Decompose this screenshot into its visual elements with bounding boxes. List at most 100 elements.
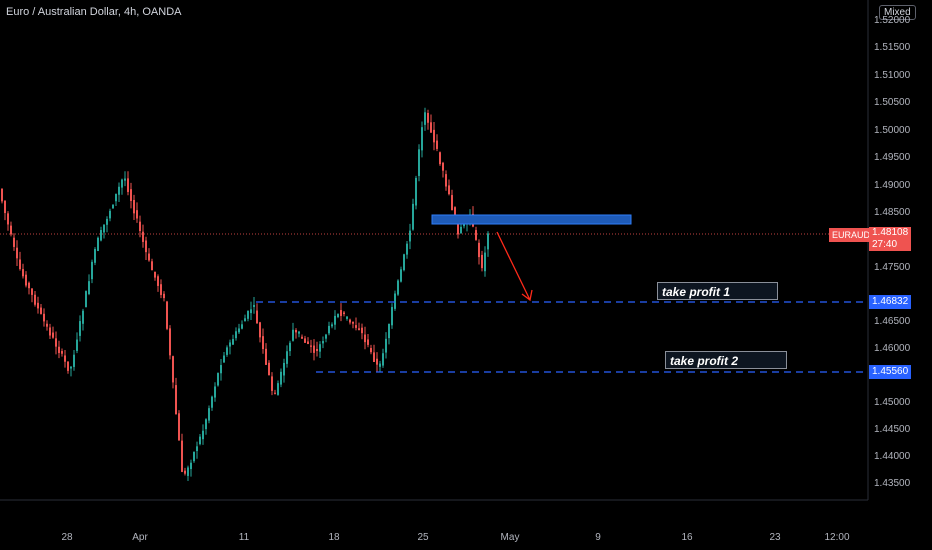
price-tick: 1.47500 [874, 262, 911, 273]
candle-body [43, 313, 45, 322]
candle-body [376, 358, 378, 365]
candle-body [340, 310, 342, 316]
candle-body [223, 355, 225, 363]
candle-body [235, 331, 237, 339]
candle-body [238, 328, 240, 333]
candle-body [364, 334, 366, 343]
price-tick: 1.51500 [874, 42, 911, 53]
candle-body [328, 325, 330, 334]
candle-body [289, 342, 291, 352]
candle-body [358, 328, 360, 331]
candle-body [250, 309, 252, 314]
candle-body [166, 301, 168, 329]
date-tick: 28 [61, 532, 73, 543]
candle-body [460, 226, 462, 234]
candle-body [316, 349, 318, 352]
symbol-title[interactable]: Euro / Australian Dollar, 4h, OANDA [6, 6, 182, 18]
candle-body [253, 305, 255, 308]
candle-body [334, 315, 336, 325]
candle-body [241, 324, 243, 329]
candle-body [475, 230, 477, 240]
price-tick: 1.46500 [874, 316, 911, 327]
candle-body [271, 376, 273, 391]
candle-body [112, 204, 114, 209]
candle-body [451, 195, 453, 211]
candle-body [79, 321, 81, 336]
candle-body [25, 274, 27, 286]
candle-body [214, 386, 216, 398]
candle-body [127, 178, 129, 192]
date-tick: 12:00 [824, 532, 850, 543]
candle-body [7, 213, 9, 225]
candle-body [217, 373, 219, 386]
candle-body [295, 329, 297, 333]
price-tick: 1.49000 [874, 180, 911, 191]
candle-body [10, 225, 12, 235]
candle-body [373, 352, 375, 363]
candle-body [28, 282, 30, 289]
candle-body [109, 210, 111, 219]
candle-body [379, 363, 381, 367]
candle-body [145, 240, 147, 253]
candle-body [226, 347, 228, 355]
candle-body [169, 328, 171, 356]
candle-body [34, 294, 36, 305]
candle-body [385, 338, 387, 353]
candle-body [178, 413, 180, 441]
candle-body [160, 284, 162, 295]
candle-body [244, 318, 246, 322]
candle-body [67, 361, 69, 371]
candle-body [478, 242, 480, 258]
take-profit-1-label[interactable]: take profit 1 [657, 282, 778, 300]
scale-mode-button[interactable]: Mixed [879, 5, 916, 20]
candle-body [46, 323, 48, 327]
candle-body [52, 332, 54, 338]
candle-body [85, 291, 87, 308]
candle-body [91, 261, 93, 280]
price-tick: 1.45000 [874, 397, 911, 408]
candle-body [181, 440, 183, 472]
candle-body [442, 162, 444, 171]
candle-body [352, 321, 354, 324]
date-tick: 23 [769, 532, 781, 543]
candle-body [136, 210, 138, 219]
resistance-zone[interactable] [431, 214, 632, 225]
candle-body [175, 385, 177, 415]
candle-body [337, 314, 339, 318]
date-tick: May [500, 532, 520, 543]
take-profit-2-label[interactable]: take profit 2 [665, 351, 787, 369]
candle-body [94, 249, 96, 263]
candle-body [319, 344, 321, 352]
candle-body [292, 329, 294, 341]
arrow-head [521, 289, 533, 302]
price-tick: 1.48500 [874, 207, 911, 218]
candle-body [394, 293, 396, 309]
candle-body [283, 362, 285, 376]
candle-body [298, 331, 300, 334]
arrow-line[interactable] [496, 231, 531, 301]
current-price-badge: 1.48108 27:40 [869, 227, 911, 251]
candle-body [154, 271, 156, 278]
candle-body [187, 467, 189, 476]
candle-body [397, 280, 399, 295]
candle-body [88, 281, 90, 294]
candle-body [184, 470, 186, 474]
candle-body [265, 348, 267, 365]
date-tick: 25 [417, 532, 429, 543]
candle-body [49, 327, 51, 336]
candle-body [481, 254, 483, 269]
candle-body [427, 112, 429, 123]
candles-group [1, 107, 489, 481]
candle-body [202, 430, 204, 440]
candle-body [262, 336, 264, 350]
candle-body [409, 230, 411, 242]
candle-body [76, 339, 78, 351]
candle-body [61, 351, 63, 354]
candle-body [13, 237, 15, 247]
candle-body [370, 348, 372, 353]
price-tick: 1.52000 [874, 15, 911, 26]
candle-body [19, 259, 21, 270]
candle-body [448, 185, 450, 195]
